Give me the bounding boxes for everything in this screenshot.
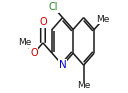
Text: Me: Me <box>77 81 90 90</box>
Text: O: O <box>30 48 38 58</box>
Text: O: O <box>39 17 47 27</box>
Text: N: N <box>59 60 66 70</box>
Text: Cl: Cl <box>49 2 58 12</box>
Text: Me: Me <box>97 15 110 24</box>
Text: Me: Me <box>18 38 31 47</box>
